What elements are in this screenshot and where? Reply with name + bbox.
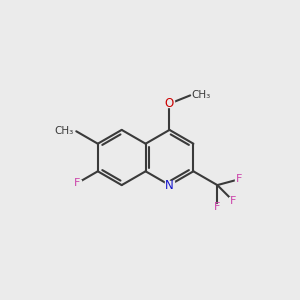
Bar [165,181,174,189]
Text: F: F [230,196,236,206]
Bar [229,197,236,204]
Text: N: N [165,178,174,192]
Text: CH₃: CH₃ [192,90,211,100]
Bar [235,176,242,183]
Bar [214,204,221,211]
Bar [165,100,174,107]
Text: O: O [165,97,174,110]
Text: CH₃: CH₃ [55,126,74,136]
Bar [74,180,81,186]
Text: F: F [74,178,81,188]
Text: F: F [236,174,242,184]
Text: F: F [214,202,220,212]
